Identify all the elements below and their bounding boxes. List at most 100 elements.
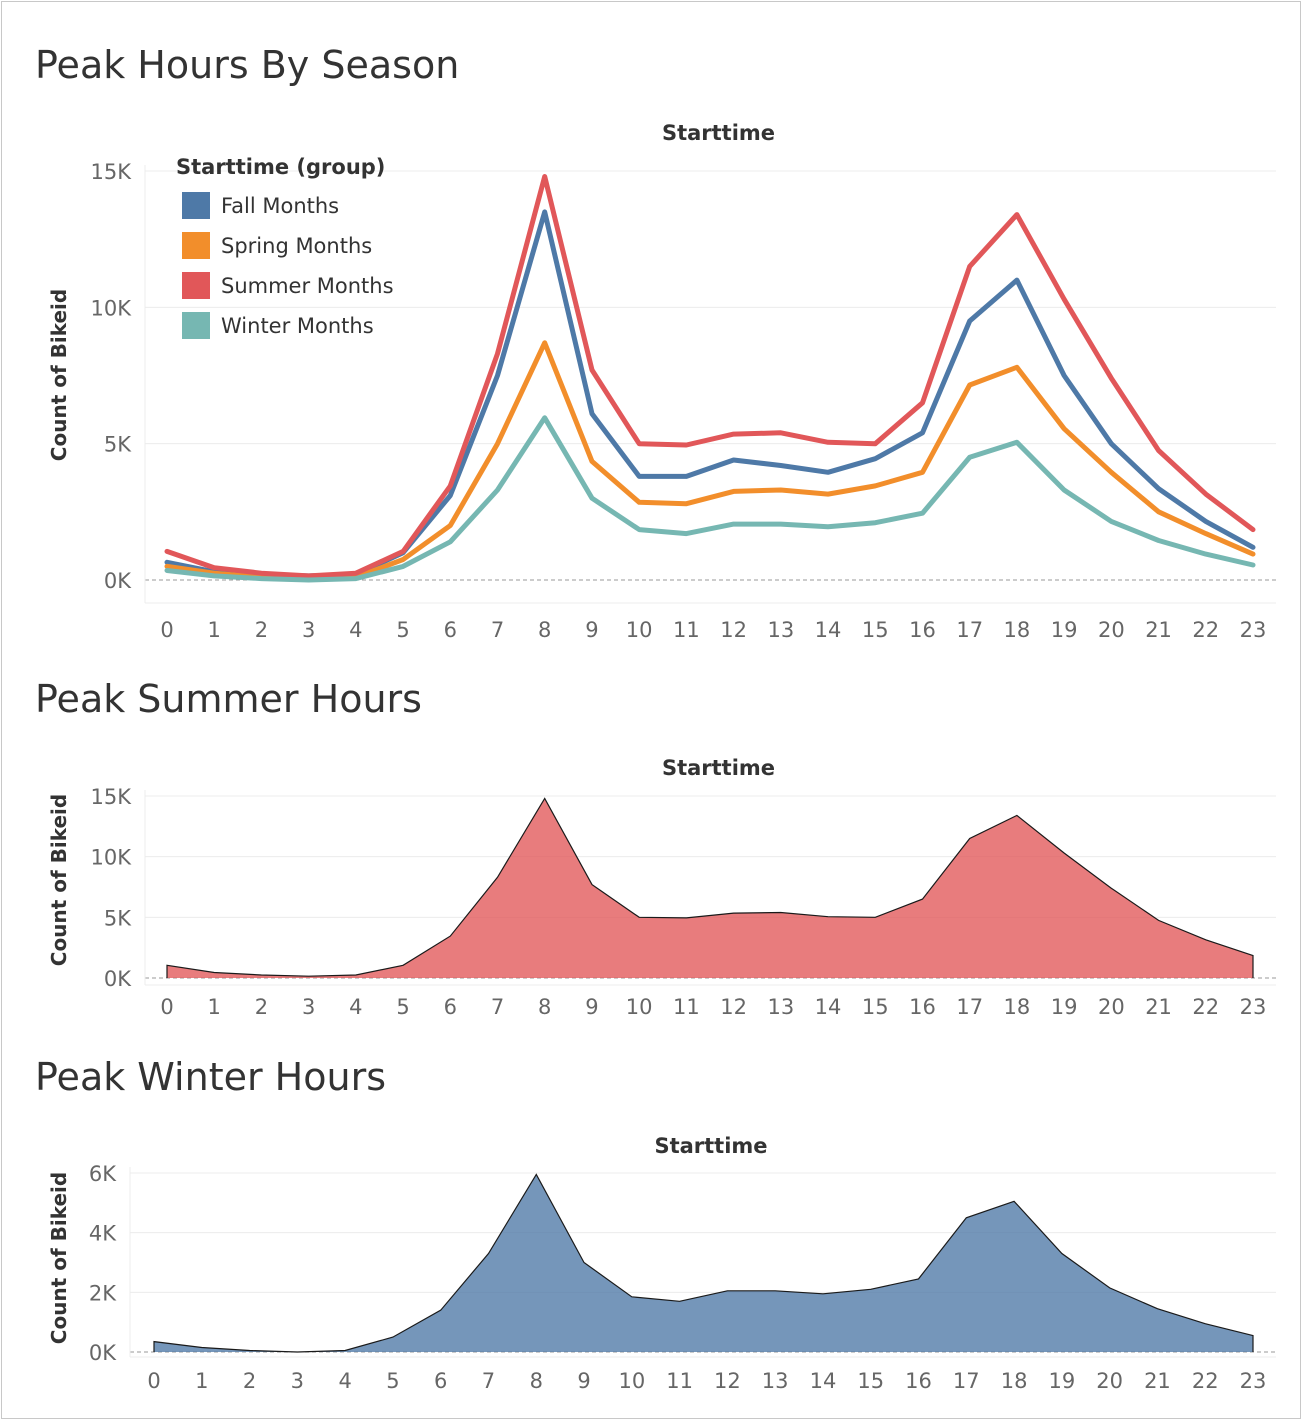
legend-swatch xyxy=(182,192,210,219)
x-tick-label: 4 xyxy=(349,618,362,642)
area-outline xyxy=(153,1173,1254,1353)
y-tick-label: 10K xyxy=(91,846,133,870)
x-tick-label: 4 xyxy=(349,995,362,1019)
y-tick-label: 10K xyxy=(91,296,133,320)
legend: Starttime (group) Fall Months Spring Month… xyxy=(176,155,394,339)
legend-label: Summer Months xyxy=(221,274,394,298)
x-tick-label: 12 xyxy=(720,995,747,1019)
x-tick-label: 19 xyxy=(1051,995,1078,1019)
x-tick-label: 12 xyxy=(720,618,747,642)
x-tick-label: 22 xyxy=(1192,1369,1219,1393)
y-tick-label: 4K xyxy=(89,1222,117,1246)
chart-2: Peak Summer Hours Starttime 0K 5K 10K 15K Coun… xyxy=(35,677,1276,1019)
x-tick-label: 10 xyxy=(626,995,653,1019)
x-tick-label: 19 xyxy=(1049,1369,1076,1393)
x-tick-label: 11 xyxy=(673,618,700,642)
x-axis-title: Starttime xyxy=(654,1134,767,1158)
x-tick-label: 12 xyxy=(714,1369,741,1393)
x-tick-label: 3 xyxy=(302,618,315,642)
x-tick-label: 21 xyxy=(1145,995,1172,1019)
x-tick-label: 1 xyxy=(208,995,221,1019)
x-tick-label: 21 xyxy=(1145,618,1172,642)
y-tick-label: 0K xyxy=(104,569,132,593)
x-tick-label: 23 xyxy=(1240,995,1267,1019)
x-tick-label: 13 xyxy=(767,995,794,1019)
legend-label: Spring Months xyxy=(221,234,372,258)
y-tick-label: 6K xyxy=(89,1162,117,1186)
x-tick-label: 21 xyxy=(1144,1369,1171,1393)
x-tick-label: 18 xyxy=(1004,618,1031,642)
series-line-summer-months xyxy=(164,174,1256,579)
x-tick-label: 17 xyxy=(956,618,983,642)
x-tick-label: 3 xyxy=(291,1369,304,1393)
y-tick-label: 0K xyxy=(104,967,132,991)
x-tick-label: 2 xyxy=(255,995,268,1019)
x-tick-label: 2 xyxy=(243,1369,256,1393)
area-fill xyxy=(167,798,1253,978)
x-tick-label: 8 xyxy=(530,1369,543,1393)
legend-label: Winter Months xyxy=(221,314,374,338)
area-outline xyxy=(166,797,1254,978)
x-tick-label: 10 xyxy=(626,618,653,642)
x-tick-label: 16 xyxy=(905,1369,932,1393)
x-axis-title: Starttime xyxy=(662,756,775,780)
x-tick-label: 23 xyxy=(1240,618,1267,642)
x-tick-label: 20 xyxy=(1098,618,1125,642)
x-tick-label: 5 xyxy=(396,995,409,1019)
x-tick-label: 7 xyxy=(491,618,504,642)
x-tick-label: 4 xyxy=(338,1369,351,1393)
y-tick-label: 5K xyxy=(104,433,132,457)
x-tick-label: 1 xyxy=(208,618,221,642)
area-fill xyxy=(154,1174,1253,1352)
x-tick-label: 8 xyxy=(538,618,551,642)
series-line-winter-months xyxy=(164,415,1256,583)
x-tick-label: 9 xyxy=(585,995,598,1019)
x-tick-label: 15 xyxy=(862,618,889,642)
y-tick-label: 0K xyxy=(89,1341,117,1365)
y-axis-title: Count of Bikeid xyxy=(47,794,71,966)
x-tick-label: 18 xyxy=(1004,995,1031,1019)
x-tick-label: 11 xyxy=(666,1369,693,1393)
x-tick-label: 20 xyxy=(1098,995,1125,1019)
x-tick-label: 7 xyxy=(491,995,504,1019)
y-tick-label: 5K xyxy=(104,906,132,930)
x-tick-label: 0 xyxy=(160,995,173,1019)
chart-title: Peak Winter Hours xyxy=(35,1055,386,1099)
x-tick-label: 5 xyxy=(386,1369,399,1393)
x-tick-label: 18 xyxy=(1001,1369,1028,1393)
y-axis-title: Count of Bikeid xyxy=(47,289,71,461)
x-tick-label: 15 xyxy=(857,1369,884,1393)
x-tick-label: 0 xyxy=(160,618,173,642)
x-tick-label: 10 xyxy=(618,1369,645,1393)
x-tick-label: 8 xyxy=(538,995,551,1019)
x-tick-label: 16 xyxy=(909,618,936,642)
x-tick-label: 6 xyxy=(444,618,457,642)
legend-label: Fall Months xyxy=(221,194,339,218)
x-tick-label: 17 xyxy=(953,1369,980,1393)
x-axis-title: Starttime xyxy=(662,121,775,145)
x-tick-label: 9 xyxy=(585,618,598,642)
x-tick-label: 15 xyxy=(862,995,889,1019)
x-tick-label: 0 xyxy=(147,1369,160,1393)
x-tick-label: 14 xyxy=(815,618,842,642)
x-tick-label: 6 xyxy=(434,1369,447,1393)
x-tick-label: 11 xyxy=(673,995,700,1019)
legend-swatch xyxy=(182,232,210,259)
legend-swatch xyxy=(182,272,210,299)
chart-title: Peak Hours By Season xyxy=(35,43,459,87)
x-tick-label: 14 xyxy=(810,1369,837,1393)
x-tick-label: 5 xyxy=(396,618,409,642)
chart-3: Peak Winter Hours Starttime 0K 2K 4K 6K Count … xyxy=(35,1055,1276,1393)
x-tick-label: 22 xyxy=(1192,618,1219,642)
x-tick-label: 19 xyxy=(1051,618,1078,642)
x-tick-label: 23 xyxy=(1240,1369,1267,1393)
legend-swatch xyxy=(182,312,210,339)
y-tick-label: 2K xyxy=(89,1281,117,1305)
x-tick-label: 9 xyxy=(577,1369,590,1393)
legend-title: Starttime (group) xyxy=(176,155,385,179)
series-line-fall-months xyxy=(164,209,1256,579)
y-tick-label: 15K xyxy=(91,785,133,809)
x-tick-label: 14 xyxy=(815,995,842,1019)
